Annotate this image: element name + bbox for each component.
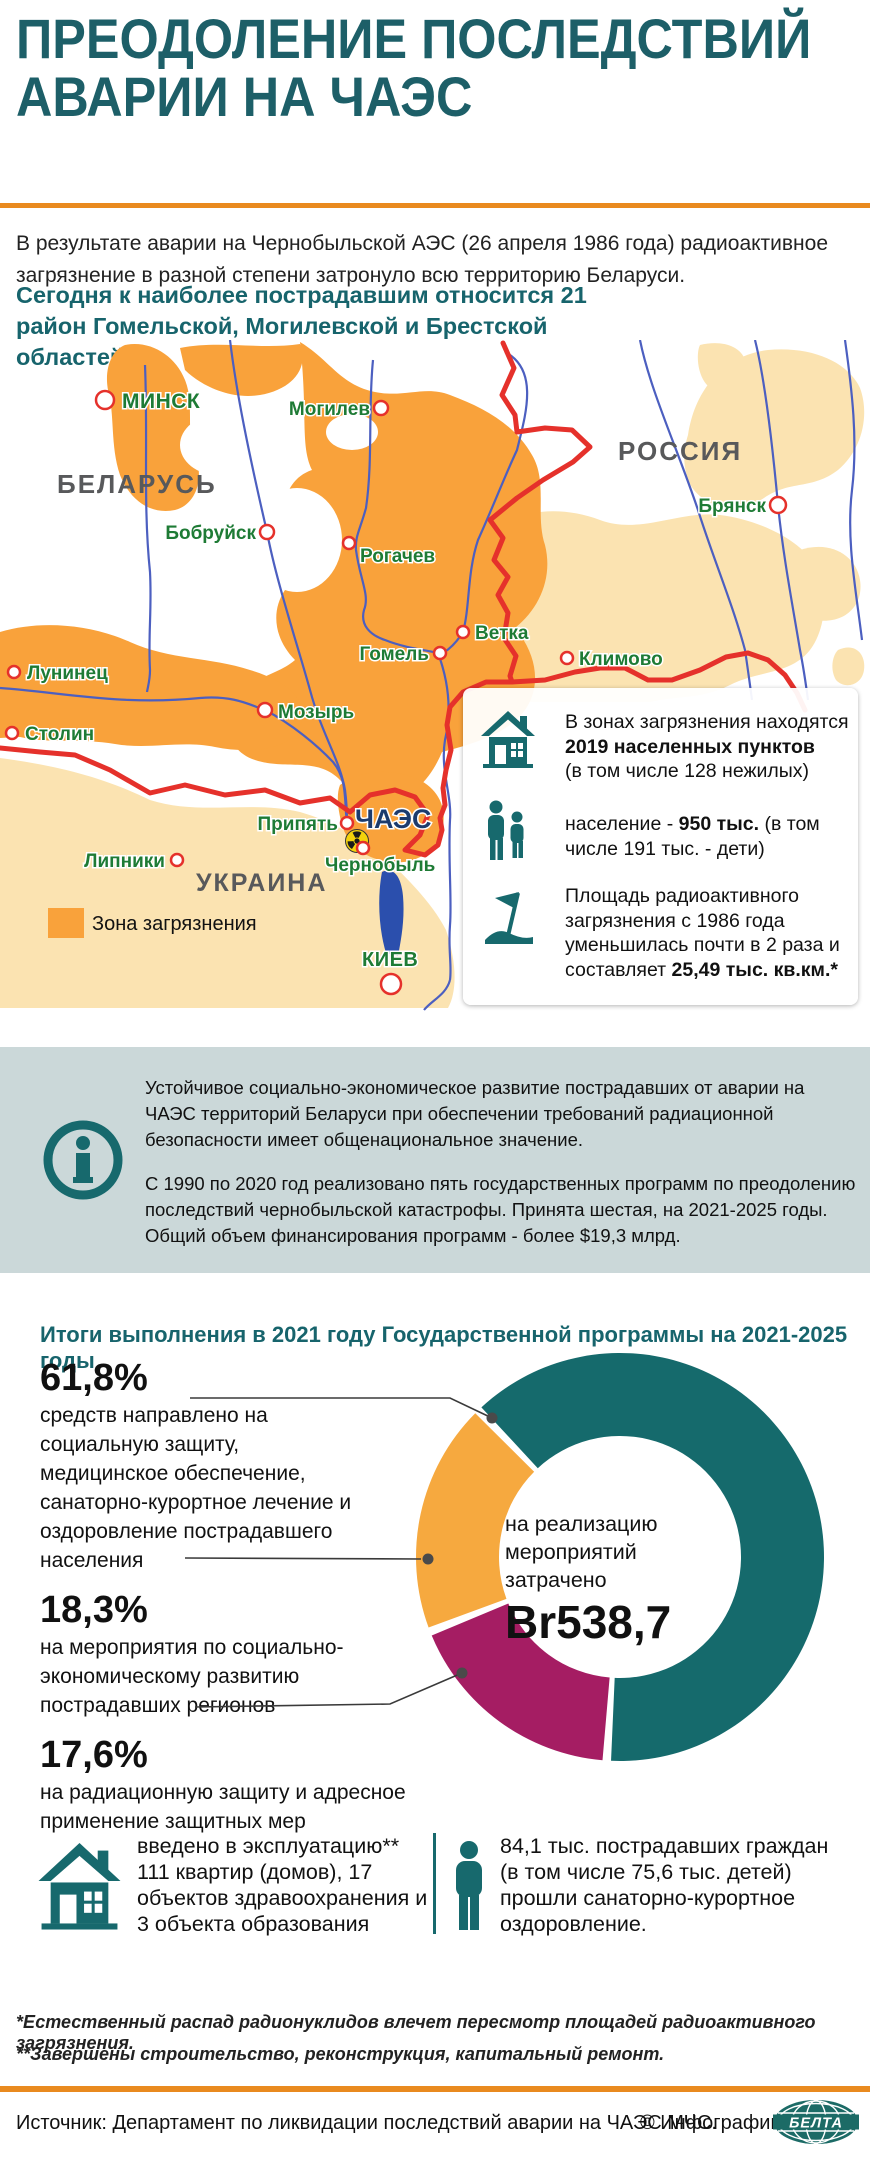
city-dot bbox=[339, 815, 355, 831]
donut-slice bbox=[481, 1352, 825, 1761]
donut-center-text: на реализацию мероприятий затрачено Br53… bbox=[505, 1510, 723, 1648]
city-label: Столин bbox=[25, 724, 94, 745]
card-settlements-text: В зонах загрязнения находятся 2019 населе… bbox=[565, 711, 849, 782]
legend-swatch-heavy bbox=[48, 908, 84, 938]
city-dot bbox=[169, 852, 185, 868]
page-title-line1: ПРЕОДОЛЕНИЕ ПОСЛЕДСТВИЙ bbox=[16, 7, 812, 70]
city-dot bbox=[258, 523, 276, 541]
orange-divider-bottom bbox=[0, 2086, 870, 2092]
city-dot bbox=[379, 972, 403, 996]
subtitle-text: Сегодня к наиболее пострадавшим относитс… bbox=[16, 282, 587, 370]
city-label: Мозырь bbox=[278, 702, 354, 723]
intro-text: В результате аварии на Чернобыльской АЭС… bbox=[16, 232, 829, 287]
city-label: Брянск bbox=[698, 496, 766, 517]
chart-item-1-pct: 61,8% bbox=[40, 1357, 148, 1399]
stats-divider bbox=[433, 1833, 436, 1934]
page-title-line2: АВАРИИ НА ЧАЭС bbox=[16, 65, 473, 128]
chart-item-2-pct: 18,3% bbox=[40, 1589, 148, 1631]
donut-center-label: на реализацию мероприятий затрачено bbox=[505, 1512, 658, 1592]
chart-item-1-desc: средств направлено на социальную защиту,… bbox=[40, 1404, 352, 1572]
city-dot bbox=[4, 725, 20, 741]
city-label: Бобруйск bbox=[165, 523, 256, 544]
city-dot bbox=[768, 495, 788, 515]
city-label: КИЕВ bbox=[362, 949, 418, 971]
city-label: Гомель bbox=[359, 644, 429, 665]
chart-title: Итоги выполнения в 2021 году Государстве… bbox=[40, 1322, 848, 1373]
kiev-reservoir bbox=[379, 870, 404, 956]
country-labels: БЕЛАРУСЬ РОССИЯ УКРАИНА bbox=[57, 436, 742, 897]
state-borders bbox=[0, 340, 808, 858]
city-dot bbox=[6, 664, 22, 680]
city-dot bbox=[432, 645, 448, 661]
city-dot bbox=[256, 701, 274, 719]
house-icon bbox=[38, 1843, 121, 1930]
city-label: Лунинец bbox=[27, 663, 108, 684]
city-label: Рогачев bbox=[360, 546, 435, 567]
chart-item-2-desc: на мероприятия по социально- экономическ… bbox=[40, 1636, 344, 1717]
city-label: Липники bbox=[84, 851, 165, 872]
city-dot bbox=[94, 389, 116, 411]
credit-text: © Инфографика bbox=[640, 2112, 791, 2134]
city-dot bbox=[355, 840, 371, 856]
info-paragraph-1: Устойчивое социально-экономическое разви… bbox=[145, 1077, 805, 1150]
city-label: Климово bbox=[579, 649, 663, 670]
contamination-map: Зона загрязнения БЕЛАРУСЬ РОССИЯ УКРАИНА М… bbox=[0, 340, 865, 1011]
chart-callout-list: 61,8% средств направлено на социальную з… bbox=[40, 1358, 440, 1851]
stat-health-text: 84,1 тыс. пострадавших граждан (в том чис… bbox=[500, 1834, 829, 1936]
donut-slices bbox=[416, 1352, 825, 1761]
stat-construction-text: введено в эксплуатацию** 111 квартир (дом… bbox=[137, 1834, 428, 1936]
person-icon bbox=[456, 1841, 482, 1930]
card-population-text: население - 950 тыс. (в том числе 191 тыс… bbox=[565, 813, 820, 860]
source-text: Источник: Департамент по ликвидации посл… bbox=[16, 2112, 717, 2134]
map-light-zone bbox=[0, 343, 865, 1008]
chart-item-3-desc: на радиационную защиту и адресное примен… bbox=[40, 1781, 406, 1833]
legend-label: Зона загрязнения bbox=[92, 913, 257, 935]
city-label: Чернобыль bbox=[325, 855, 435, 876]
city-dot bbox=[455, 624, 471, 640]
city-label: МИНСК bbox=[122, 390, 200, 413]
city-labels: МИНСК Могилев Бобруйск Рогачев Гомель Ветка Кл… bbox=[4, 389, 788, 996]
map-info-card: В зонах загрязнения находятся 2019 населе… bbox=[463, 688, 858, 1005]
city-label: Ветка bbox=[475, 623, 529, 644]
info-band: Устойчивое социально-экономическое разви… bbox=[0, 1047, 870, 1273]
city-label: Припять bbox=[258, 814, 339, 835]
city-label: Могилев bbox=[289, 399, 370, 420]
country-label: БЕЛАРУСЬ bbox=[57, 469, 217, 499]
page-title: ПРЕОДОЛЕНИЕ ПОСЛЕДСТВИЙ АВАРИИ НА ЧАЭС bbox=[16, 10, 811, 126]
chaes-label: ЧАЭС bbox=[355, 804, 432, 834]
callout-lines bbox=[184, 1397, 493, 1708]
legend-swatch-light bbox=[10, 908, 48, 938]
info-paragraph-2: С 1990 по 2020 год реализовано пять госу… bbox=[145, 1173, 856, 1246]
rivers bbox=[0, 340, 864, 1011]
house-icon bbox=[481, 711, 535, 768]
people-icon bbox=[488, 800, 524, 860]
donut-slice bbox=[431, 1603, 610, 1761]
belta-logo: БЕЛТА bbox=[773, 2099, 859, 2145]
footnote-2: **Завершены строительство, реконструкция… bbox=[16, 2044, 665, 2064]
info-icon bbox=[43, 1120, 123, 1200]
city-dot bbox=[341, 535, 357, 551]
country-label: УКРАИНА bbox=[196, 869, 327, 897]
orange-divider-top bbox=[0, 203, 870, 208]
donut-center-value: Br538,7 bbox=[505, 1596, 672, 1648]
city-dot bbox=[559, 650, 575, 666]
flag-icon bbox=[485, 892, 533, 944]
city-dot bbox=[372, 399, 390, 417]
footnote-1: *Естественный распад радионуклидов влече… bbox=[16, 2012, 816, 2053]
belta-logo-text: БЕЛТА bbox=[789, 2116, 843, 2132]
chart-item-3-pct: 17,6% bbox=[40, 1734, 148, 1776]
callout-dots bbox=[422, 1412, 498, 1679]
donut-chart bbox=[184, 1352, 825, 1761]
map-legend: Зона загрязнения bbox=[10, 908, 257, 938]
donut-slice bbox=[416, 1413, 535, 1628]
card-area-text: Площадь радиоактивного загрязнения с 1986… bbox=[565, 885, 840, 981]
country-label: РОССИЯ bbox=[618, 436, 742, 466]
